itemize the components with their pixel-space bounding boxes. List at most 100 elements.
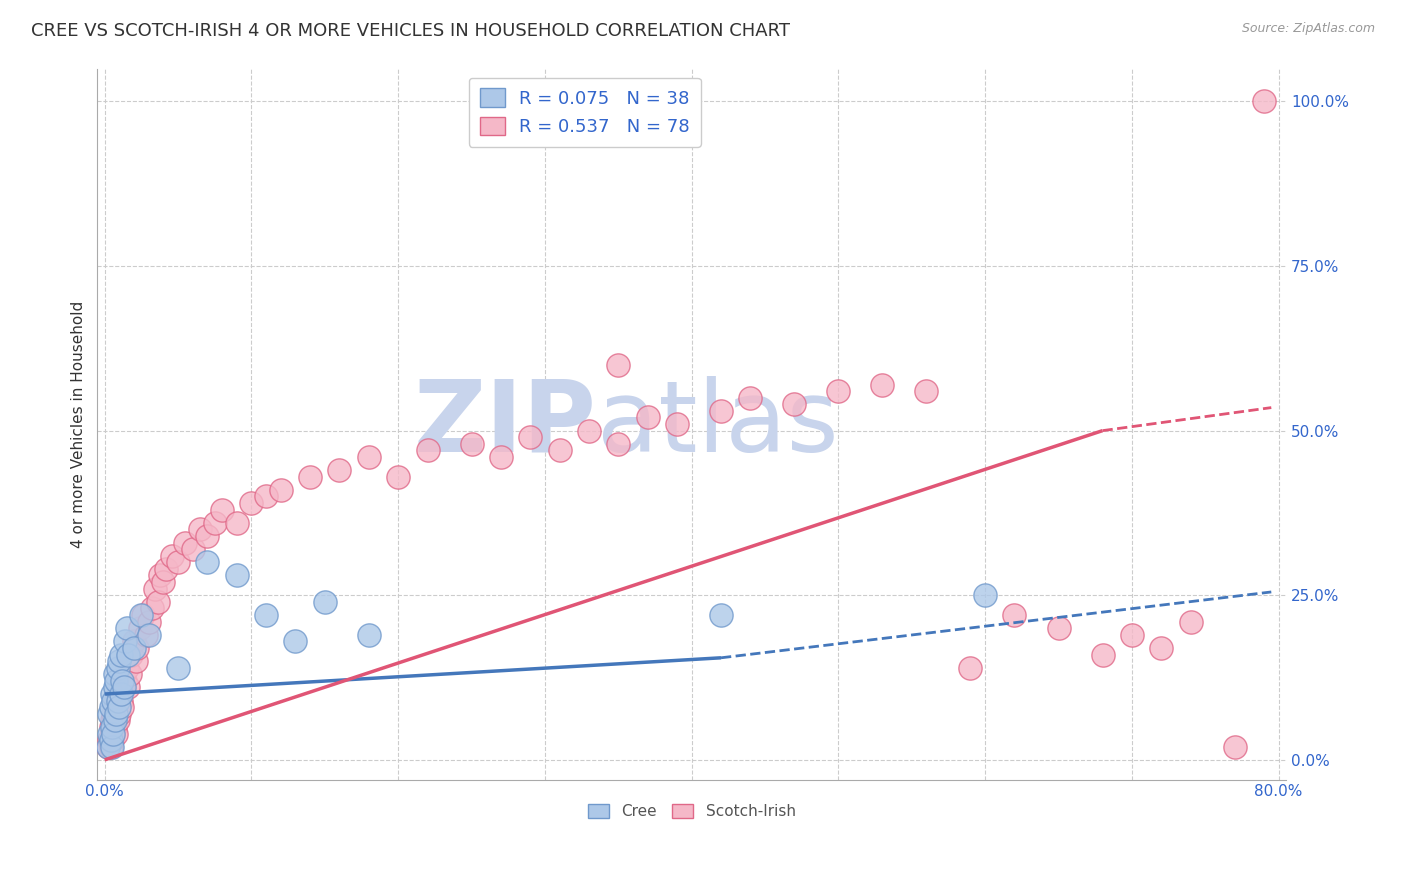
Point [124, 654, 146, 668]
Point [1004, 607, 1026, 622]
Point [105, 673, 128, 688]
Point [108, 706, 131, 721]
Point [105, 706, 128, 721]
Point [101, 714, 124, 728]
Legend: Cree, Scotch-Irish: Cree, Scotch-Irish [582, 797, 801, 825]
Point [270, 483, 292, 497]
Point [519, 430, 541, 444]
Point [129, 621, 152, 635]
Point [110, 693, 132, 707]
Point [637, 410, 659, 425]
Point [152, 575, 174, 590]
Point [120, 648, 142, 662]
Text: atlas: atlas [596, 376, 838, 473]
Point [108, 654, 131, 668]
Point [1150, 640, 1173, 655]
Point [112, 681, 135, 695]
Point [103, 693, 125, 707]
Point [1091, 648, 1114, 662]
Point [112, 681, 135, 695]
Point [314, 595, 336, 609]
Point [783, 397, 806, 411]
Point [110, 687, 132, 701]
Point [740, 391, 762, 405]
Text: ZIP: ZIP [413, 376, 596, 473]
Point [111, 673, 134, 688]
Point [135, 628, 157, 642]
Point [578, 424, 600, 438]
Point [100, 720, 122, 734]
Point [416, 443, 439, 458]
Point [97, 739, 120, 754]
Point [105, 726, 128, 740]
Point [100, 700, 122, 714]
Point [131, 607, 153, 622]
Point [104, 714, 127, 728]
Point [103, 726, 125, 740]
Point [107, 661, 129, 675]
Point [284, 634, 307, 648]
Point [197, 529, 219, 543]
Point [101, 739, 124, 754]
Point [1121, 628, 1143, 642]
Point [138, 615, 160, 629]
Point [160, 549, 183, 563]
Point [110, 648, 132, 662]
Point [98, 706, 121, 721]
Point [710, 607, 733, 622]
Point [103, 706, 125, 721]
Point [872, 377, 894, 392]
Point [143, 582, 166, 596]
Point [225, 516, 247, 530]
Point [101, 733, 124, 747]
Point [138, 628, 160, 642]
Point [98, 733, 121, 747]
Point [915, 384, 938, 399]
Point [132, 607, 155, 622]
Point [111, 700, 134, 714]
Point [115, 621, 138, 635]
Point [103, 726, 125, 740]
Point [254, 607, 277, 622]
Point [118, 667, 141, 681]
Point [141, 601, 163, 615]
Point [328, 463, 350, 477]
Point [204, 516, 226, 530]
Point [98, 726, 121, 740]
Point [117, 648, 139, 662]
Point [254, 490, 277, 504]
Point [125, 640, 148, 655]
Point [240, 496, 263, 510]
Point [117, 681, 139, 695]
Point [167, 661, 190, 675]
Point [181, 542, 204, 557]
Point [827, 384, 849, 399]
Point [211, 502, 233, 516]
Point [100, 739, 122, 754]
Point [167, 555, 190, 569]
Point [115, 661, 138, 675]
Point [607, 437, 630, 451]
Text: Source: ZipAtlas.com: Source: ZipAtlas.com [1241, 22, 1375, 36]
Point [104, 720, 127, 734]
Point [1047, 621, 1070, 635]
Point [959, 661, 981, 675]
Point [1180, 615, 1202, 629]
Point [1253, 95, 1275, 109]
Point [104, 700, 127, 714]
Point [357, 628, 380, 642]
Point [114, 634, 136, 648]
Point [357, 450, 380, 464]
Point [100, 733, 122, 747]
Point [607, 358, 630, 372]
Point [489, 450, 512, 464]
Point [174, 535, 197, 549]
Point [460, 437, 482, 451]
Point [107, 693, 129, 707]
Point [108, 681, 131, 695]
Point [108, 700, 131, 714]
Text: CREE VS SCOTCH-IRISH 4 OR MORE VEHICLES IN HOUSEHOLD CORRELATION CHART: CREE VS SCOTCH-IRISH 4 OR MORE VEHICLES … [31, 22, 790, 40]
Point [548, 443, 571, 458]
Point [155, 562, 177, 576]
Point [101, 687, 124, 701]
